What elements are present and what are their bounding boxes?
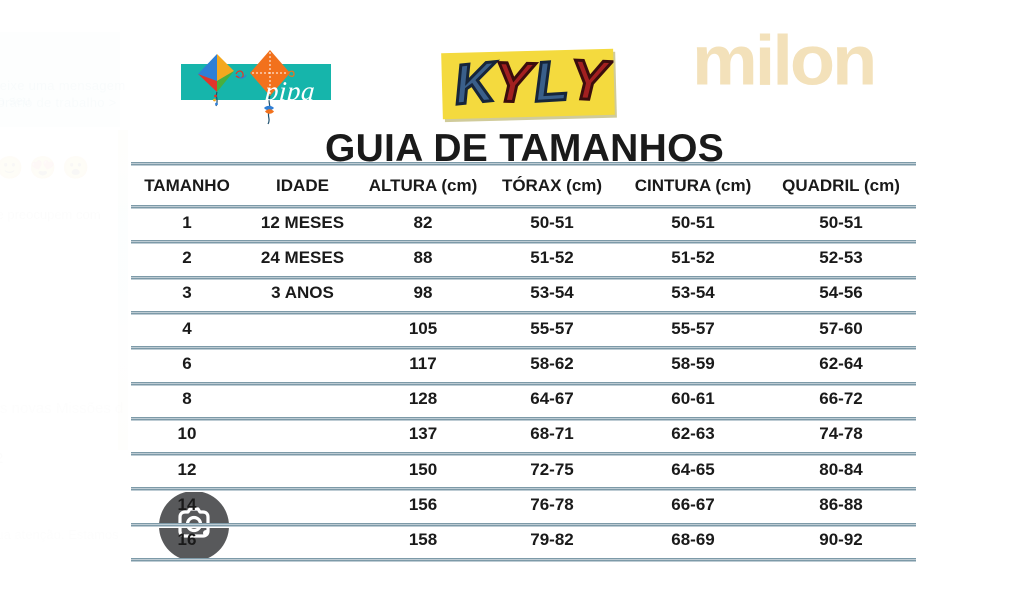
svg-text:Y: Y <box>493 50 537 114</box>
svg-text:Y: Y <box>568 47 613 112</box>
svg-text:L: L <box>532 48 570 113</box>
